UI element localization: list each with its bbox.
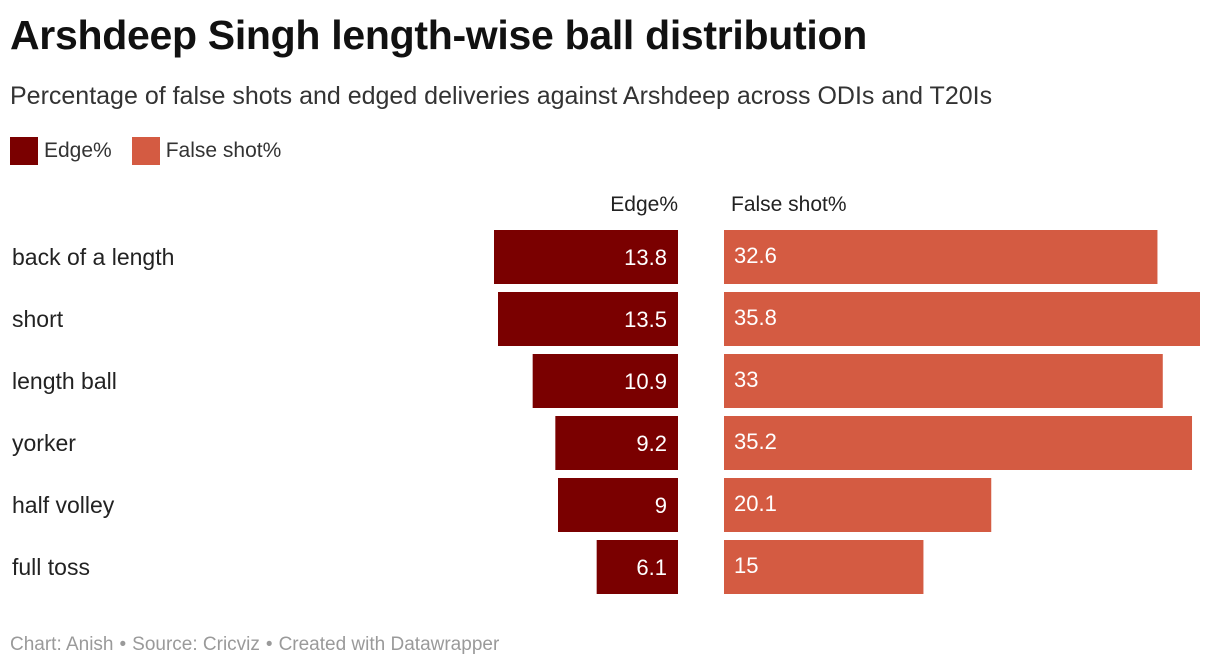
edge-value-label-half-volley: 9 [655,493,667,518]
edge-value-label-back-of-a-length: 13.8 [624,245,667,270]
false-shot-value-label-length-ball: 33 [734,367,758,392]
false-shot-value-label-back-of-a-length: 32.6 [734,243,777,268]
edge-bar-yorker [555,416,678,470]
footer-separator-1: • [119,634,127,655]
false-shot-bar-half-volley [724,478,992,532]
footer-chart-credit: Chart: Anish [10,634,114,655]
chart-legend: Edge% False shot% [10,137,301,165]
edge-value-label-full-toss: 6.1 [636,555,667,580]
footer-source: Source: Cricviz [132,634,260,655]
category-label-back-of-a-length: back of a length [12,244,174,270]
edge-value-label-length-ball: 10.9 [624,369,667,394]
false-shot-bar-short [724,292,1200,346]
false-shot-value-label-full-toss: 15 [734,553,758,578]
chart-title: Arshdeep Singh length-wise ball distribu… [10,12,867,58]
category-label-short: short [12,306,64,332]
false-shot-bar-back-of-a-length [724,230,1158,284]
false-shot-bar-yorker [724,416,1193,470]
column-header-edge: Edge% [610,193,678,216]
false-shot-bar-full-toss [724,540,924,594]
edge-bar-full-toss [596,540,678,594]
edge-value-label-short: 13.5 [624,307,667,332]
legend-label-false-shot: False shot% [165,139,282,162]
category-label-length-ball: length ball [12,368,117,394]
false-shot-value-label-half-volley: 20.1 [734,491,777,516]
legend-swatch-false-shot [131,137,160,165]
legend-item-false-shot: False shot% [131,137,282,165]
edge-value-label-yorker: 9.2 [636,431,667,456]
chart-footer: Chart: Anish • Source: Cricviz • Created wit… [10,634,499,656]
edge-bar-back-of-a-length [494,230,678,284]
footer-separator-2: • [265,634,273,655]
chart-subtitle: Percentage of false shots and edged deli… [10,82,993,110]
edge-bar-length-ball [532,354,678,408]
edge-bar-half-volley [558,478,678,532]
legend-item-edge: Edge% [10,137,112,165]
footer-created-with: Created with Datawrapper [278,634,500,655]
column-header-false-shot: False shot% [731,193,847,216]
category-label-half-volley: half volley [12,492,115,518]
false-shot-bar-length-ball [724,354,1163,408]
false-shot-value-label-short: 35.8 [734,305,777,330]
legend-swatch-edge [10,137,38,165]
edge-bar-short [498,292,678,346]
legend-label-edge: Edge% [44,139,112,162]
false-shot-value-label-yorker: 35.2 [734,429,777,454]
category-label-full-toss: full toss [12,554,90,580]
category-label-yorker: yorker [12,430,76,456]
